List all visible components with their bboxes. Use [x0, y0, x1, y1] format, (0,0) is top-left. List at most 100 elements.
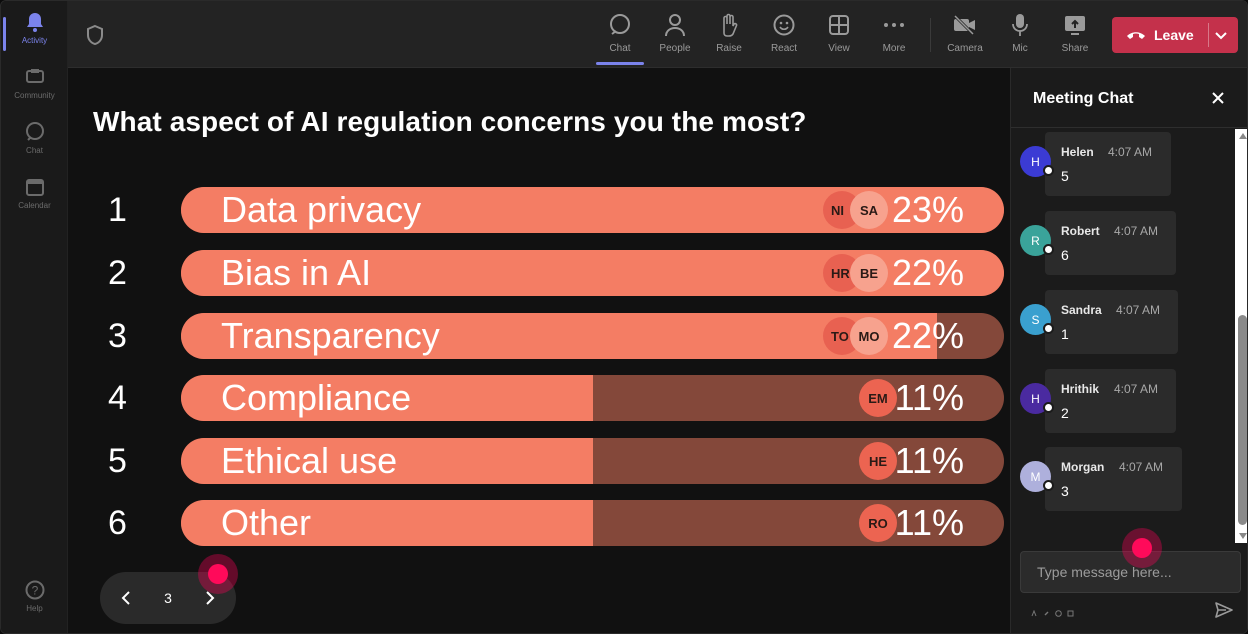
- rail-community-label: Community: [14, 91, 55, 100]
- option-percent: 11%: [894, 440, 964, 481]
- option-label: Other: [221, 502, 312, 543]
- view-label: View: [828, 43, 850, 54]
- people-button[interactable]: People: [651, 11, 699, 54]
- option-percent: 11%: [894, 377, 964, 418]
- option-bar: Ethical use HE 11%: [181, 438, 1004, 484]
- voter-avatar: MO: [850, 317, 888, 355]
- message-text: 3: [1061, 483, 1069, 499]
- leave-button[interactable]: Leave: [1112, 17, 1238, 53]
- camera-button[interactable]: Camera: [941, 11, 989, 54]
- avatar-initial: R: [1031, 233, 1040, 248]
- chat-messages: Helen 4:07 AM 5 H Robert 4:07 AM 6 R Sandra 4:07 …: [1011, 129, 1235, 543]
- option-percent: 11%: [894, 502, 964, 543]
- raise-hand-button[interactable]: Raise: [705, 11, 753, 54]
- presence-status-icon: [1043, 323, 1054, 334]
- presence-status-icon: [1043, 165, 1054, 176]
- rail-activity-label: Activity: [21, 36, 48, 45]
- option-bar: Other RO 11%: [181, 500, 1004, 546]
- chat-message: Hrithik 4:07 AM 2: [1045, 369, 1176, 433]
- chevron-right-icon: [206, 591, 215, 605]
- voter-avatar: RO: [859, 504, 897, 542]
- option-rank: 2: [108, 254, 127, 292]
- option-bar: Transparency TO MO 22%: [181, 313, 1004, 359]
- rail-activity[interactable]: Activity: [1, 11, 68, 51]
- share-label: Share: [1061, 43, 1089, 54]
- chat-message: Helen 4:07 AM 5: [1045, 132, 1171, 196]
- message-sender: Sandra: [1061, 303, 1102, 317]
- more-dots-icon: [870, 11, 918, 39]
- calendar-icon: [24, 176, 46, 198]
- poll-option-row: 6 Other RO 11%: [68, 500, 1010, 546]
- grid-view-icon: [815, 11, 863, 39]
- avatar: M: [1020, 461, 1054, 492]
- option-percent: 22%: [891, 315, 964, 356]
- message-sender: Helen: [1061, 145, 1094, 159]
- option-rank: 5: [108, 442, 127, 480]
- presence-status-icon: [1043, 244, 1054, 255]
- close-icon[interactable]: [1210, 90, 1226, 106]
- rail-chat[interactable]: Chat: [1, 121, 68, 155]
- format-icon[interactable]: [1031, 604, 1038, 617]
- emoji-icon[interactable]: [1055, 604, 1062, 617]
- poll-results: What aspect of AI regulation concerns yo…: [68, 68, 1010, 633]
- avatar: R: [1020, 225, 1054, 256]
- shield-icon: [86, 24, 104, 51]
- rail-chat-label: Chat: [26, 146, 43, 155]
- scroll-down-icon[interactable]: [1239, 533, 1247, 539]
- rail-calendar[interactable]: Calendar: [1, 176, 68, 210]
- poll-question: What aspect of AI regulation concerns yo…: [93, 106, 807, 137]
- presence-status-icon: [1043, 402, 1054, 413]
- rail-community[interactable]: Community: [1, 66, 68, 100]
- avatar-initial: H: [1031, 154, 1040, 169]
- share-screen-icon: [1051, 11, 1099, 39]
- previous-page-button[interactable]: [114, 586, 138, 610]
- next-page-button[interactable]: [198, 586, 222, 610]
- message-input[interactable]: Type message here...: [1020, 551, 1241, 593]
- camera-label: Camera: [947, 43, 983, 54]
- share-button[interactable]: Share: [1051, 11, 1099, 54]
- option-label: Bias in AI: [221, 252, 372, 293]
- send-icon[interactable]: [1214, 600, 1234, 620]
- message-sender: Robert: [1061, 224, 1100, 238]
- pointer-indicator: [198, 554, 238, 594]
- scroll-up-icon[interactable]: [1239, 133, 1247, 139]
- rail-help-label: Help: [26, 604, 43, 613]
- rail-help[interactable]: ? Help: [1, 579, 68, 613]
- option-rank: 1: [108, 191, 127, 229]
- view-button[interactable]: View: [815, 11, 863, 54]
- mic-label: Mic: [1012, 43, 1028, 54]
- option-bar-fill: [181, 313, 937, 359]
- poll-option-row: 3 Transparency TO MO 22%: [68, 313, 1010, 359]
- option-label: Compliance: [221, 377, 412, 418]
- chat-button-label: Chat: [609, 43, 631, 54]
- microphone-icon: [996, 11, 1044, 39]
- voter-avatar: HE: [859, 442, 897, 480]
- hang-up-icon: [1126, 27, 1146, 43]
- option-bar-fill: [181, 438, 593, 484]
- gif-icon[interactable]: [1067, 604, 1074, 617]
- page-number: 3: [164, 590, 172, 606]
- avatar-initial: M: [1030, 469, 1041, 484]
- people-icon: [651, 11, 699, 39]
- voter-avatar: BE: [850, 254, 888, 292]
- message-time: 4:07 AM: [1108, 145, 1153, 159]
- people-button-label: People: [659, 43, 691, 54]
- raise-hand-label: Raise: [716, 43, 742, 54]
- chevron-down-icon[interactable]: [1213, 27, 1229, 46]
- svg-text:?: ?: [31, 584, 38, 598]
- meeting-toolbar: Chat People Raise React View: [68, 1, 1247, 68]
- chat-scrollbar[interactable]: [1235, 129, 1247, 543]
- more-button[interactable]: More: [870, 11, 918, 54]
- scroll-thumb[interactable]: [1238, 315, 1247, 525]
- community-icon: [24, 66, 46, 88]
- mic-button[interactable]: Mic: [996, 11, 1044, 54]
- attach-icon[interactable]: [1043, 604, 1050, 616]
- chat-button[interactable]: Chat: [596, 11, 644, 65]
- react-button[interactable]: React: [760, 11, 808, 54]
- rail-calendar-label: Calendar: [18, 201, 51, 210]
- message-sender: Morgan: [1061, 460, 1105, 474]
- message-text: 5: [1061, 168, 1069, 184]
- toolbar-divider: [930, 18, 931, 52]
- option-percent: 22%: [891, 252, 964, 293]
- option-bar: Bias in AI HR BE 22%: [181, 250, 1004, 296]
